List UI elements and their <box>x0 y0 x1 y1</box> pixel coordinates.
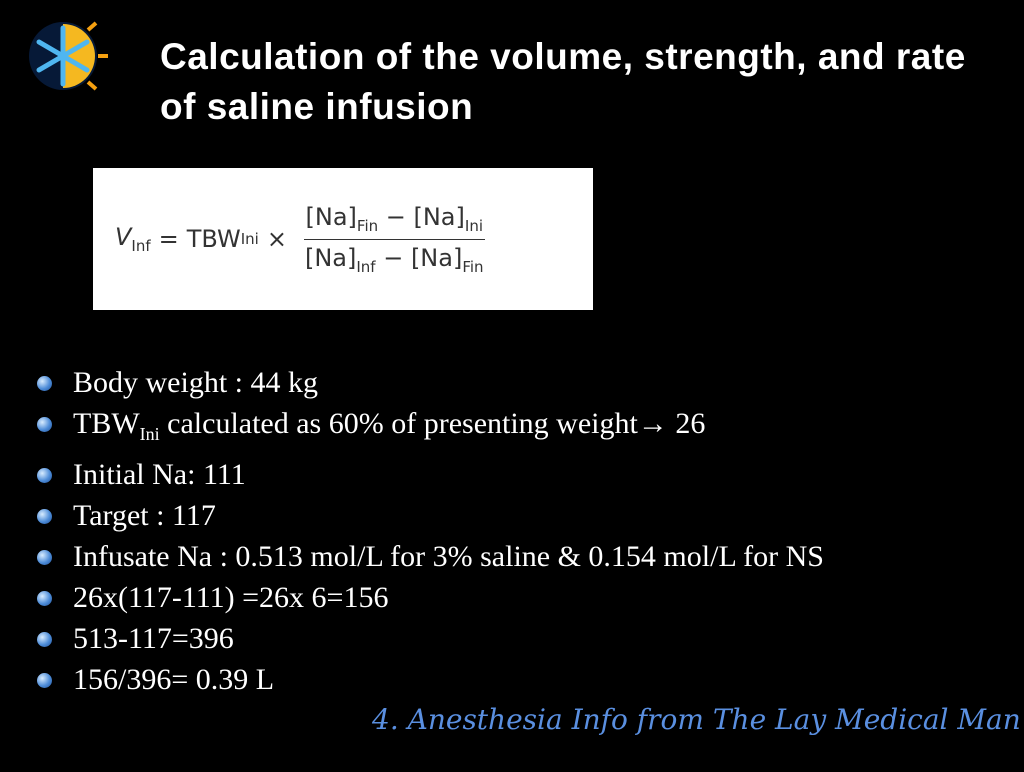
formula-denominator: [Na]Inf − [Na]Fin <box>303 240 486 276</box>
bullet-dot <box>37 468 52 483</box>
bullet-item: Target : 117 <box>30 499 960 533</box>
text-run: Target : 117 <box>73 499 216 532</box>
text-run: [Na] <box>304 243 357 272</box>
watermark: 4. Anesthesia Info from The Lay Medical … <box>372 703 1021 736</box>
subscript: Fin <box>356 216 379 235</box>
text-run: TBW <box>73 407 140 440</box>
formula-tbw: TBW <box>186 225 241 253</box>
bullet-dot <box>37 550 52 565</box>
formula-fraction: [Na]Fin − [Na]Ini [Na]Inf − [Na]Fin <box>303 202 486 276</box>
bullet-dot <box>37 673 52 688</box>
formula-times: × <box>266 225 287 253</box>
bullet-item: 156/396= 0.39 L <box>30 663 960 697</box>
subscript: Inf <box>356 257 376 276</box>
bullet-item: 513-117=396 <box>30 622 960 656</box>
bullet-dot <box>37 591 52 606</box>
bullet-item: Infusate Na : 0.513 mol/L for 3% saline … <box>30 540 960 574</box>
text-run: calculated as 60% of presenting weight→ … <box>159 407 706 440</box>
text-run: Initial Na: 111 <box>73 458 246 491</box>
bullet-item: 26x(117-111) =26x 6=156 <box>30 581 960 615</box>
subscript: Fin <box>462 257 484 276</box>
bullet-item: Initial Na: 111 <box>30 458 960 492</box>
formula-equals: = <box>158 225 179 253</box>
text-run: − [Na] <box>378 202 465 231</box>
text-run: Infusate Na : 0.513 mol/L for 3% saline … <box>73 540 824 573</box>
bullet-dot <box>37 376 52 391</box>
formula-image: VInf = TBW Ini × [Na]Fin − [Na]Ini [Na]In… <box>93 168 593 310</box>
formula-lhs: VInf <box>115 223 151 255</box>
formula-v: V <box>115 223 132 252</box>
logo-icon <box>29 21 108 91</box>
slide-title: Calculation of the volume, strength, and… <box>160 36 966 127</box>
text-run: − [Na] <box>375 243 463 272</box>
bullet-item: Body weight : 44 kg <box>30 366 960 400</box>
text-run: Body weight : 44 kg <box>73 366 318 399</box>
text-run: 513-117=396 <box>73 622 234 655</box>
formula-numerator: [Na]Fin − [Na]Ini <box>303 202 485 240</box>
bullet-dot <box>37 417 52 432</box>
text-run: 26x(117-111) =26x 6=156 <box>73 581 389 614</box>
formula-sub: Ini <box>240 230 259 248</box>
subscript: Ini <box>139 424 160 444</box>
bullet-item: TBWIni calculated as 60% of presenting w… <box>30 407 960 451</box>
text-run: 156/396= 0.39 L <box>73 663 275 696</box>
formula-sub: Inf <box>131 236 151 255</box>
bullet-dot <box>37 509 52 524</box>
bullet-dot <box>37 632 52 647</box>
bullet-list: Body weight : 44 kg TBWIni calculated as … <box>30 366 960 704</box>
subscript: Ini <box>464 216 483 235</box>
text-run: [Na] <box>305 202 357 231</box>
